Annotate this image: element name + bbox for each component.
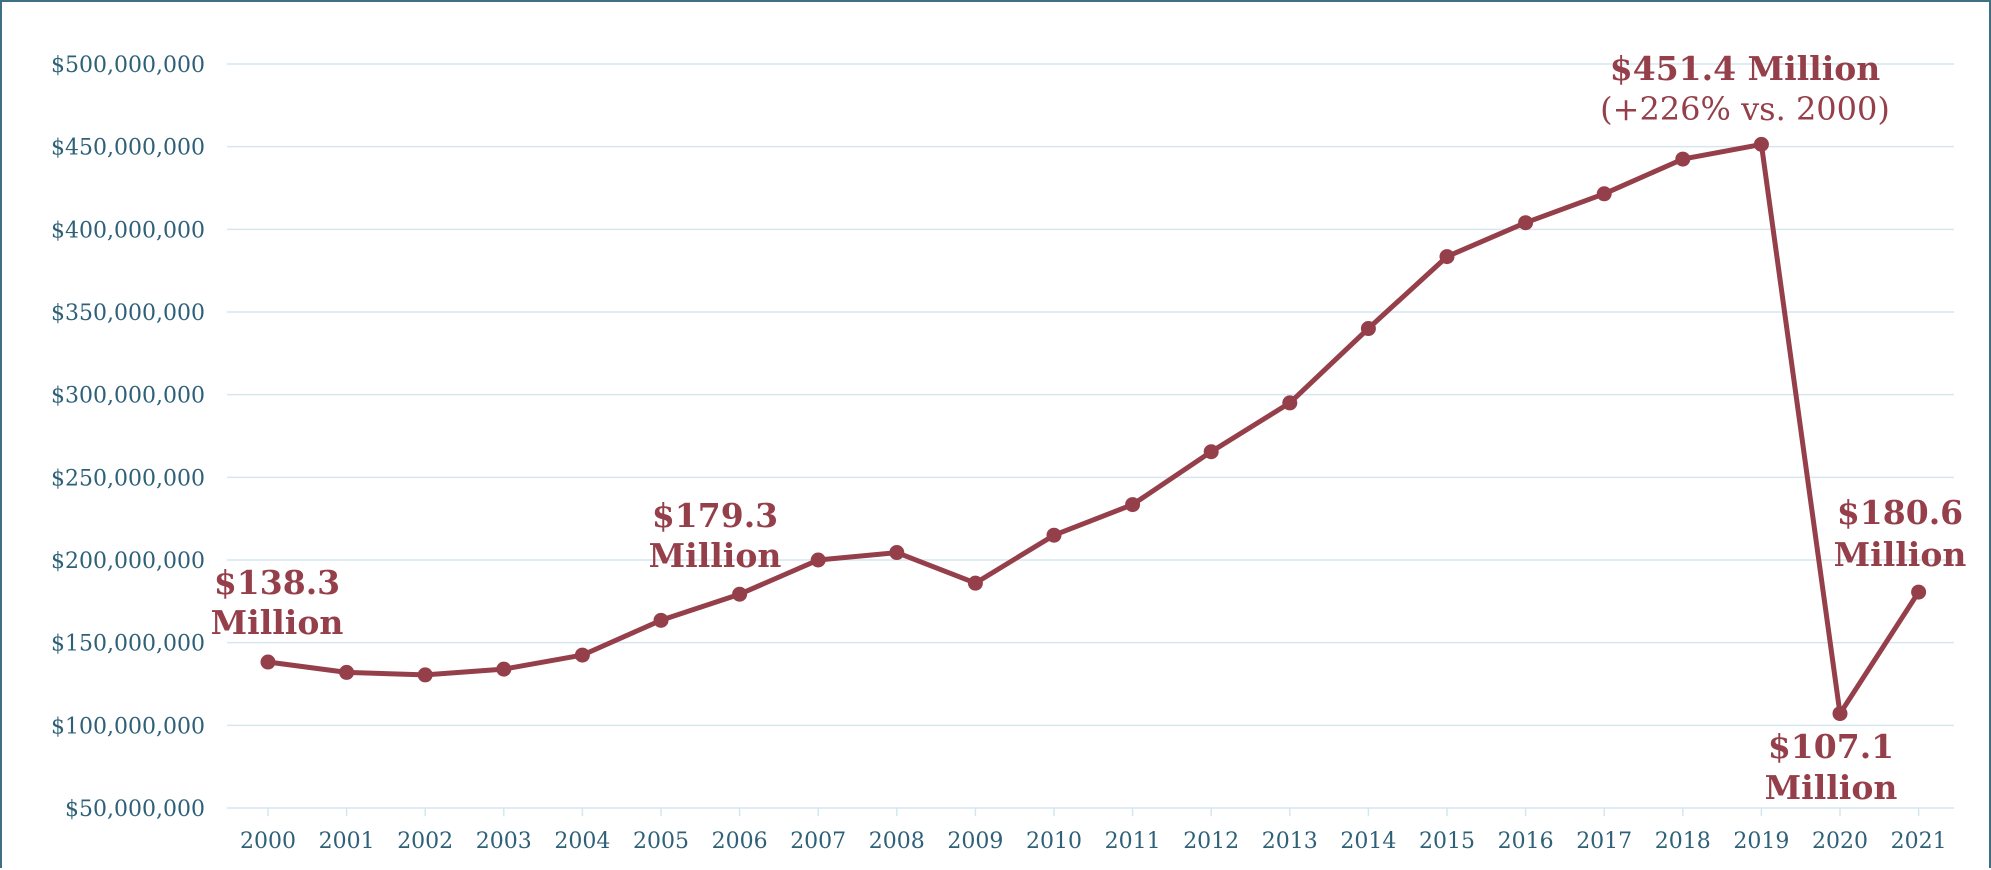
data-point	[574, 647, 590, 663]
x-tick-label: 2014	[1340, 829, 1396, 854]
y-tick-label: $100,000,000	[51, 714, 205, 739]
data-label: Million	[1765, 768, 1898, 807]
data-point	[1596, 186, 1612, 202]
x-tick-label: 2017	[1576, 829, 1632, 854]
data-point	[260, 654, 276, 670]
x-tick-label: 2018	[1655, 829, 1711, 854]
data-point	[810, 552, 826, 568]
series-line	[265, 141, 1922, 717]
x-tick-label: 2011	[1105, 829, 1161, 854]
gridlines	[227, 63, 1954, 809]
y-tick-label: $300,000,000	[51, 384, 205, 409]
x-tick-label: 2005	[633, 829, 689, 854]
x-tick-label: 2002	[397, 829, 453, 854]
data-point	[1360, 321, 1376, 337]
data-label: (+226% vs. 2000)	[1600, 90, 1890, 128]
data-label: $180.6	[1837, 493, 1963, 532]
x-tick-label: 2007	[790, 829, 846, 854]
data-point	[339, 664, 355, 680]
data-point	[1911, 584, 1927, 600]
x-tick-label: 2008	[869, 829, 925, 854]
x-axis-tick-labels: 2000 2001 2002 2003 2004 2005 2006 2007 2008 2009…	[240, 808, 1947, 854]
data-point	[1203, 444, 1219, 460]
data-label: $179.3	[652, 496, 778, 535]
x-tick-label: 2020	[1812, 829, 1868, 854]
x-tick-label: 2001	[319, 829, 375, 854]
x-tick-label: 2006	[712, 829, 768, 854]
data-point	[1675, 151, 1691, 167]
data-point	[653, 612, 669, 628]
data-point	[1125, 497, 1141, 513]
data-point	[1518, 215, 1534, 231]
data-label: $107.1	[1768, 727, 1894, 766]
series-line	[265, 141, 1922, 717]
x-tick-label: 2010	[1026, 829, 1082, 854]
y-tick-label: $500,000,000	[51, 53, 205, 78]
data-point	[1046, 527, 1062, 543]
y-tick-label: $350,000,000	[51, 301, 205, 326]
data-point	[496, 661, 512, 677]
data-point	[1753, 136, 1769, 152]
y-tick-label: $50,000,000	[65, 797, 205, 822]
data-label: Million	[649, 536, 782, 575]
data-label: Million	[211, 603, 344, 642]
x-tick-label: 2000	[240, 829, 296, 854]
y-tick-label: $250,000,000	[51, 466, 205, 491]
x-tick-label: 2019	[1733, 829, 1789, 854]
data-point	[889, 545, 905, 561]
x-tick-label: 2012	[1183, 829, 1239, 854]
y-axis-tick-labels: $50,000,000 $100,000,000 $150,000,000 $200,…	[51, 53, 205, 822]
data-label: $451.4 Million	[1610, 49, 1880, 88]
x-tick-label: 2021	[1891, 829, 1947, 854]
x-tick-label: 2009	[947, 829, 1003, 854]
data-point	[1282, 395, 1298, 411]
data-points	[260, 136, 1927, 722]
y-tick-label: $450,000,000	[51, 136, 205, 161]
x-tick-label: 2013	[1262, 829, 1318, 854]
x-tick-label: 2016	[1498, 829, 1554, 854]
x-tick-label: 2003	[476, 829, 532, 854]
y-tick-label: $400,000,000	[51, 218, 205, 243]
x-tick-label: 2015	[1419, 829, 1475, 854]
data-label: Million	[1834, 535, 1967, 574]
data-point	[1832, 706, 1848, 722]
y-tick-label: $150,000,000	[51, 632, 205, 657]
data-point	[967, 575, 983, 591]
x-tick-label: 2004	[554, 829, 610, 854]
data-point	[417, 667, 433, 683]
data-point	[732, 586, 748, 602]
y-tick-label: $200,000,000	[51, 549, 205, 574]
data-point	[1439, 249, 1455, 265]
data-label: $138.3	[214, 563, 340, 602]
